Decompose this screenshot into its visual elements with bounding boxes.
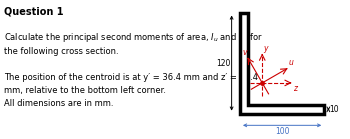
Text: 10: 10 bbox=[330, 105, 339, 114]
Text: 100: 100 bbox=[275, 127, 289, 136]
Text: z: z bbox=[293, 84, 296, 93]
Polygon shape bbox=[240, 13, 324, 114]
Text: Calculate the principal second moments of area, $I_u$ and $I_v$, for
the followi: Calculate the principal second moments o… bbox=[4, 31, 264, 108]
Text: y: y bbox=[264, 44, 268, 53]
Text: v: v bbox=[242, 48, 247, 57]
Text: Question 1: Question 1 bbox=[4, 7, 64, 17]
Text: u: u bbox=[289, 58, 293, 67]
Text: 120: 120 bbox=[216, 59, 230, 68]
